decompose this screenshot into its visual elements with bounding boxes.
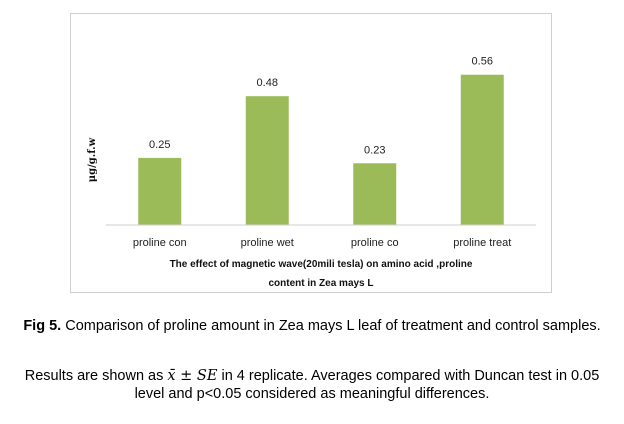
bar-4 bbox=[460, 74, 504, 225]
x-tick-label-3: proline co bbox=[351, 237, 399, 249]
data-label-1: 0.25 bbox=[149, 139, 170, 151]
figure-caption: Fig 5. Comparison of proline amount in Z… bbox=[10, 317, 614, 335]
bar-1 bbox=[138, 157, 182, 225]
bars-layer bbox=[138, 74, 504, 225]
note-formula: x̄ ± SE bbox=[167, 368, 218, 384]
x-tick-label-1: proline con bbox=[133, 237, 187, 249]
x-axis-title-line1: The effect of magnetic wave(20mili tesla… bbox=[170, 259, 473, 270]
x-axis-title-line2: content in Zea mays L bbox=[268, 278, 373, 289]
bar-chart: 0.25 proline con 0.48 proline wet 0.23 prolin… bbox=[87, 56, 536, 289]
bar-2 bbox=[245, 96, 289, 225]
data-label-3: 0.23 bbox=[364, 144, 385, 156]
data-label-2: 0.48 bbox=[257, 77, 278, 89]
data-label-4: 0.56 bbox=[472, 56, 493, 68]
labels-layer: 0.25 proline con 0.48 proline wet 0.23 prolin… bbox=[133, 56, 511, 249]
note-prefix: Results are shown as bbox=[24, 368, 168, 384]
y-axis-title: μg/g.f.w bbox=[87, 137, 98, 182]
caption-label: Fig 5. bbox=[23, 318, 62, 334]
note-suffix: in 4 replicate. Averages compared with D… bbox=[134, 368, 600, 402]
results-note: Results are shown as x̄ ± SE in 4 replic… bbox=[10, 367, 614, 403]
chart-frame: 0.25 proline con 0.48 proline wet 0.23 prolin… bbox=[70, 13, 552, 293]
x-tick-label-2: proline wet bbox=[241, 237, 294, 249]
caption-text: Comparison of proline amount in Zea mays… bbox=[61, 318, 601, 334]
x-tick-label-4: proline treat bbox=[453, 237, 511, 249]
bar-3 bbox=[353, 163, 397, 225]
